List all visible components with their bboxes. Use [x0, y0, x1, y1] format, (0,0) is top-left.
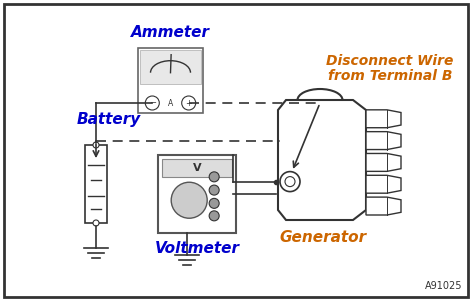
Text: Ammeter: Ammeter — [131, 25, 210, 40]
Bar — [85, 145, 107, 223]
Bar — [138, 48, 203, 113]
Text: +: + — [185, 98, 192, 107]
Circle shape — [280, 172, 300, 192]
Circle shape — [93, 142, 99, 148]
Polygon shape — [366, 132, 401, 150]
Circle shape — [209, 172, 219, 182]
Polygon shape — [366, 110, 401, 128]
Circle shape — [182, 96, 196, 110]
Circle shape — [145, 96, 160, 110]
Text: from Terminal B: from Terminal B — [328, 69, 452, 83]
Text: Battery: Battery — [77, 112, 141, 127]
Text: Disconnect Wire: Disconnect Wire — [326, 54, 454, 68]
Text: V: V — [193, 163, 202, 173]
Polygon shape — [366, 175, 401, 193]
Circle shape — [209, 211, 219, 221]
Circle shape — [171, 182, 207, 218]
Text: Generator: Generator — [279, 230, 367, 245]
Polygon shape — [278, 100, 366, 220]
Text: Voltmeter: Voltmeter — [154, 241, 239, 256]
Polygon shape — [366, 154, 401, 171]
Polygon shape — [366, 197, 401, 215]
Text: −: − — [149, 98, 156, 107]
Bar — [140, 50, 201, 84]
Circle shape — [209, 198, 219, 208]
Text: A: A — [168, 98, 173, 107]
Circle shape — [209, 185, 219, 195]
Circle shape — [285, 177, 295, 187]
Text: A91025: A91025 — [424, 281, 462, 291]
Bar — [158, 155, 236, 233]
Bar — [162, 159, 232, 177]
Circle shape — [93, 220, 99, 226]
